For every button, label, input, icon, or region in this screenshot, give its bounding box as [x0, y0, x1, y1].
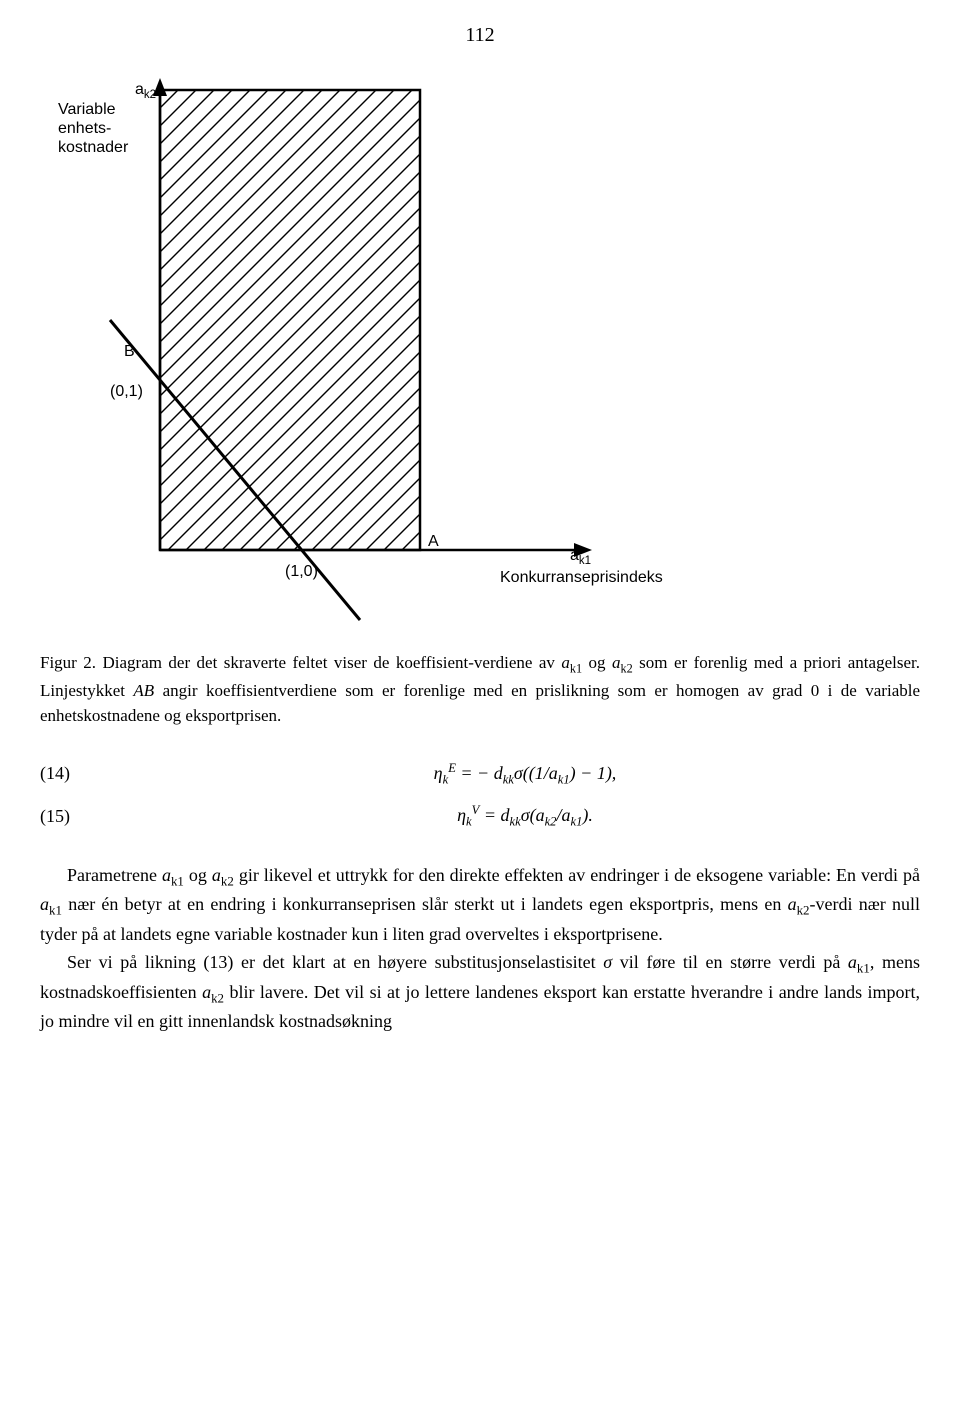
body-text: Parametrene ak1 og ak2 gir likevel et ut… [40, 862, 920, 1036]
equation-14: (14) ηkE = − dkkσ((1/ak1) − 1), [40, 759, 920, 789]
figure-svg [40, 60, 700, 630]
paragraph-2: Ser vi på likning (13) er det klart at e… [40, 949, 920, 1036]
point-b-label: B [124, 340, 135, 364]
y-axis-title-line3: kostnader [58, 138, 128, 157]
y-axis-symbol: a [135, 81, 144, 98]
y-axis-symbol-sub: k2 [144, 89, 156, 101]
page-number: 112 [40, 20, 920, 50]
equations-block: (14) ηkE = − dkkσ((1/ak1) − 1), (15) ηkV… [40, 759, 920, 832]
equation-15-body: ηkV = dkkσ(ak2/ak1). [130, 801, 920, 831]
paragraph-1: Parametrene ak1 og ak2 gir likevel et ut… [40, 862, 920, 949]
point-a-coord: (1,0) [285, 560, 318, 584]
x-axis-title: Konkurranseprisindeks [500, 566, 663, 590]
caption-text: Diagram der det skraverte feltet viser d… [40, 653, 920, 725]
equation-14-number: (14) [40, 760, 130, 787]
y-axis-title-line2: enhets- [58, 119, 128, 138]
caption-prefix: Figur 2. [40, 653, 102, 672]
figure-caption: Figur 2. Diagram der det skraverte felte… [40, 650, 920, 729]
equation-15: (15) ηkV = dkkσ(ak2/ak1). [40, 801, 920, 831]
equation-14-body: ηkE = − dkkσ((1/ak1) − 1), [130, 759, 920, 789]
figure-2-diagram: ak2 Variable enhets- kostnader B (0,1) A… [40, 60, 700, 630]
y-axis-title-line1: Variable [58, 100, 128, 119]
x-axis-symbol: a [570, 547, 579, 564]
point-b-coord: (0,1) [110, 380, 143, 404]
equation-15-number: (15) [40, 803, 130, 830]
point-a-label: A [428, 530, 439, 554]
